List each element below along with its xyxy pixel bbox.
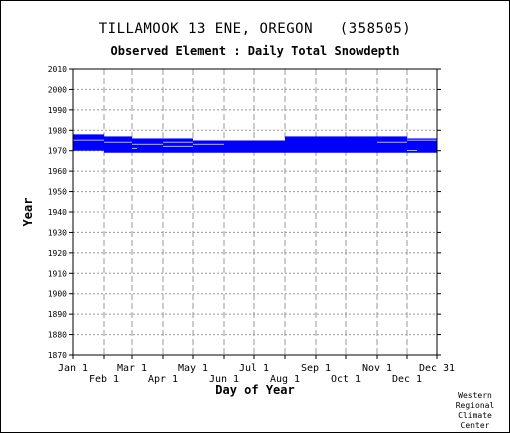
y-tick-label: 1910 [48, 269, 67, 278]
x-tick-label: Dec 31 [419, 363, 455, 374]
y-tick-label: 1900 [48, 290, 67, 299]
y-tick-label: 1880 [48, 331, 67, 340]
credit-line: Climate [458, 411, 492, 420]
credit-block: Western Regional Climate Center [445, 391, 505, 431]
chart-title: TILLAMOOK 13 ENE, OREGON (358505) [98, 21, 412, 37]
missing-gap [163, 141, 193, 143]
missing-gap [193, 143, 224, 145]
x-tick-label: Mar 1 [117, 363, 147, 374]
credit-line: Regional [455, 401, 495, 410]
x-tick-label: Nov 1 [362, 363, 392, 374]
y-tick-label: 2000 [48, 85, 67, 94]
data-band [377, 136, 407, 153]
chart-subtitle: Observed Element : Daily Total Snowdepth [110, 44, 400, 58]
y-tick-label: 1990 [48, 106, 67, 115]
missing-gap [163, 145, 193, 147]
credit-line: Western [458, 391, 492, 400]
data-band [224, 140, 254, 153]
y-tick-label: 2010 [48, 65, 67, 74]
y-tick-label: 1920 [48, 249, 67, 258]
data-band [73, 134, 104, 151]
data-band [104, 136, 132, 153]
x-tick-label: Apr 1 [148, 374, 178, 385]
x-tick-label: May 1 [178, 363, 208, 374]
missing-gap [407, 139, 437, 141]
y-tick-label: 1970 [48, 147, 67, 156]
missing-gap [132, 147, 137, 149]
x-tick-label: Dec 1 [392, 374, 422, 385]
y-tick-label: 1890 [48, 310, 67, 319]
x-axis-label: Day of Year [215, 383, 294, 397]
y-tick-label: 1870 [48, 351, 67, 360]
missing-gap [132, 143, 163, 145]
y-tick-label: 1930 [48, 228, 67, 237]
y-tick-label: 1960 [48, 167, 67, 176]
missing-gap [73, 139, 104, 141]
missing-gap [407, 149, 417, 151]
x-tick-label: Sep 1 [301, 363, 331, 374]
x-tick-label: Oct 1 [331, 374, 361, 385]
x-tick-label: Jul 1 [239, 363, 269, 374]
data-band [285, 136, 316, 153]
data-band [316, 136, 346, 153]
missing-gap [377, 141, 407, 143]
x-tick-label: Jun 1 [209, 374, 239, 385]
y-axis-label: Year [21, 198, 35, 227]
y-tick-label: 1980 [48, 126, 67, 135]
data-band [254, 140, 285, 153]
data-band [193, 140, 224, 153]
data-band [407, 138, 437, 153]
x-tick-label: Jan 1 [58, 363, 88, 374]
credit-line: Center [460, 421, 490, 430]
y-tick-label: 1940 [48, 208, 67, 217]
data-band [163, 138, 193, 153]
data-band [132, 138, 163, 153]
x-tick-label: Feb 1 [89, 374, 119, 385]
x-tick-label: Aug 1 [270, 374, 300, 385]
missing-gap [104, 141, 132, 143]
data-band [346, 136, 377, 153]
y-tick-label: 1950 [48, 188, 67, 197]
